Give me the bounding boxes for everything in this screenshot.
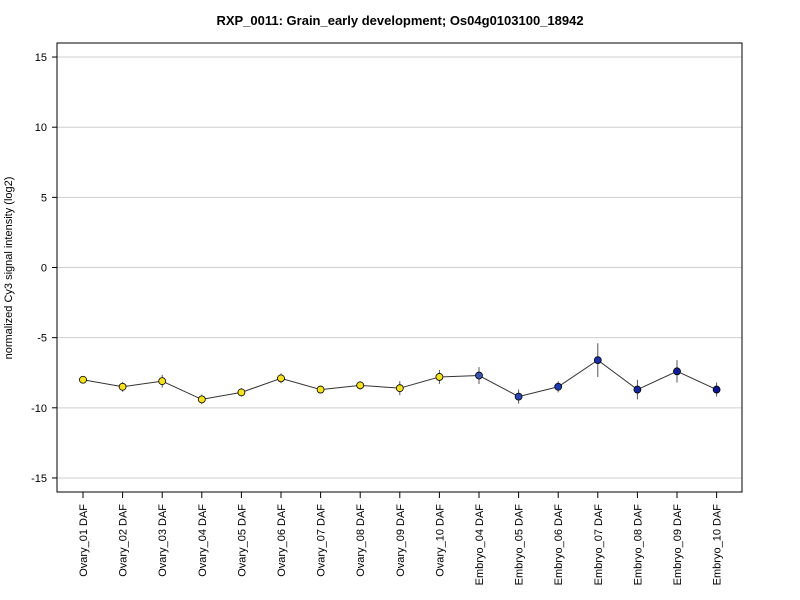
grid-lines: [57, 56, 742, 479]
data-point: [158, 377, 167, 386]
x-tick-label: Ovary_10 DAF: [434, 504, 446, 577]
chart-title: RXP_0011: Grain_early development; Os04g…: [216, 13, 584, 28]
y-tick-label: 0: [41, 263, 47, 275]
x-tick-label: Ovary_07 DAF: [316, 504, 328, 577]
data-point: [435, 373, 444, 381]
data-point: [79, 375, 87, 384]
error-bars: [82, 343, 718, 405]
y-tick-label: 15: [35, 52, 47, 64]
data-point: [514, 392, 523, 401]
data-point: [356, 381, 365, 390]
y-tick-label: 10: [35, 122, 47, 134]
data-point: [237, 388, 246, 397]
x-tick-label: Ovary_09 DAF: [395, 504, 407, 577]
data-point: [593, 356, 602, 365]
x-tick-label: Embryo_09 DAF: [672, 504, 684, 586]
x-tick-label: Embryo_06 DAF: [553, 504, 565, 586]
x-tick-label: Ovary_04 DAF: [197, 504, 209, 577]
data-point: [633, 385, 642, 394]
x-axis-ticks: Ovary_01 DAF Ovary_02 DAF Ovary_03 DAF Ovar…: [78, 492, 724, 585]
data-point: [712, 385, 721, 394]
data-point: [554, 382, 563, 391]
data-point: [673, 367, 681, 376]
x-tick-label: Embryo_05 DAF: [514, 504, 526, 586]
data-point: [277, 374, 285, 383]
x-tick-label: Ovary_02 DAF: [118, 504, 130, 577]
x-tick-label: Ovary_06 DAF: [276, 504, 288, 577]
data-point: [475, 371, 483, 380]
x-tick-label: Embryo_10 DAF: [712, 504, 724, 586]
data-point: [316, 385, 325, 394]
y-tick-label: -15: [31, 473, 47, 485]
x-tick-label: Embryo_04 DAF: [474, 504, 486, 586]
plot-frame: [56, 42, 743, 493]
x-tick-label: Embryo_08 DAF: [632, 504, 644, 586]
x-tick-label: Ovary_03 DAF: [157, 504, 169, 577]
x-tick-label: Embryo_07 DAF: [593, 504, 605, 586]
x-tick-label: Ovary_08 DAF: [355, 504, 367, 577]
y-tick-label: -5: [37, 333, 47, 345]
y-tick-label: 5: [41, 192, 47, 204]
data-point: [395, 384, 404, 393]
x-tick-label: Ovary_05 DAF: [236, 504, 248, 577]
y-axis-ticks: -15 -10 -5 0 5 10 15: [31, 52, 57, 485]
y-axis-label: normalized Cy3 signal intensity (log2): [3, 177, 15, 360]
data-point: [197, 395, 206, 404]
data-point: [118, 382, 127, 391]
x-tick-label: Ovary_01 DAF: [78, 504, 90, 577]
y-tick-label: -10: [31, 403, 47, 415]
data-points: [79, 356, 721, 404]
